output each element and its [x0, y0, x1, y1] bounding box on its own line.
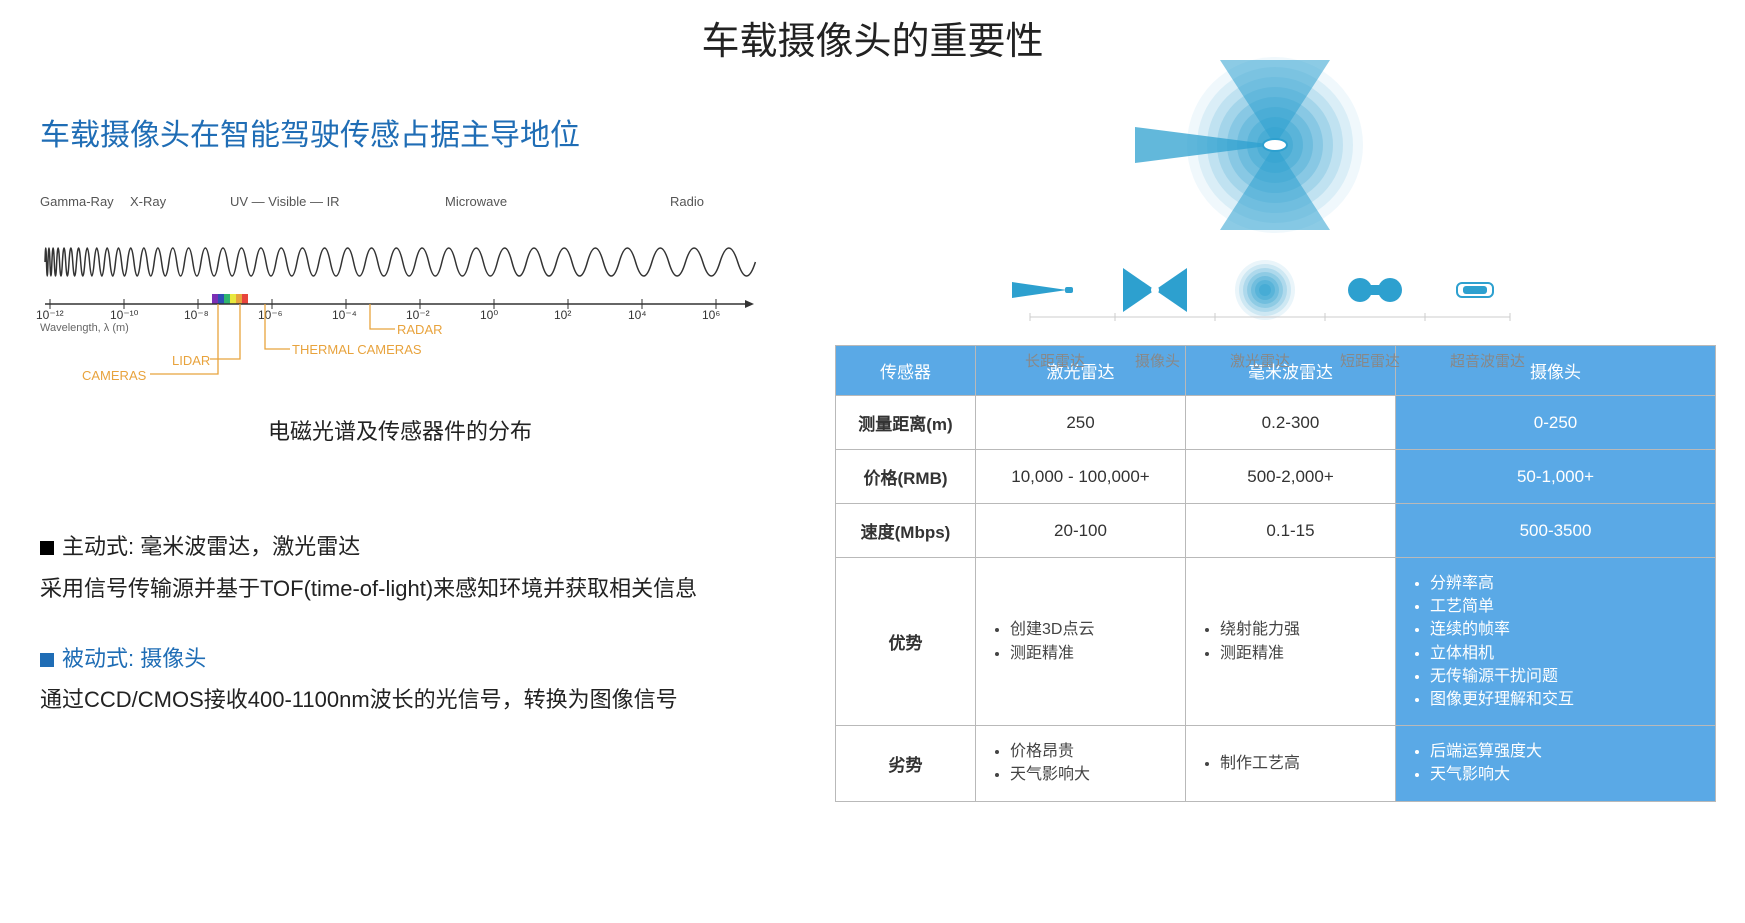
- active-heading: 主动式: 毫米波雷达，激光雷达: [40, 526, 820, 568]
- row-label: 速度(Mbps): [836, 504, 976, 558]
- table-cell: 500-2,000+: [1186, 450, 1396, 504]
- table-row: 速度(Mbps)20-1000.1-15500-3500: [836, 504, 1716, 558]
- band-label: X-Ray: [130, 194, 166, 209]
- sensor-icon-label: 超音波雷达: [1450, 350, 1525, 371]
- square-bullet-icon: [40, 653, 54, 667]
- table-cell: 绕射能力强测距精准: [1186, 558, 1396, 726]
- sensor-icon-label: 激光雷达: [1230, 350, 1290, 371]
- table-row: 价格(RMB)10,000 - 100,000+500-2,000+50-1,0…: [836, 450, 1716, 504]
- table-row: 测量距离(m)2500.2-3000-250: [836, 396, 1716, 450]
- table-cell: 0-250: [1396, 396, 1716, 450]
- annot-radar: RADAR: [397, 322, 443, 337]
- description-block: 主动式: 毫米波雷达，激光雷达 采用信号传输源并基于TOF(time-of-li…: [40, 526, 820, 721]
- annot-thermal: THERMAL CAMERAS: [292, 342, 422, 357]
- table-cell: 0.1-15: [1186, 504, 1396, 558]
- spectrum-caption: 电磁光谱及传感器件的分布: [40, 414, 760, 446]
- em-spectrum-diagram: Gamma-Ray X-Ray UV — Visible — IR Microwave…: [40, 194, 760, 404]
- table-row: 劣势价格昂贵天气影响大制作工艺高后端运算强度大天气影响大: [836, 726, 1716, 801]
- table-cell: 10,000 - 100,000+: [976, 450, 1186, 504]
- active-desc: 采用信号传输源并基于TOF(time-of-light)来感知环境并获取相关信息: [40, 568, 820, 610]
- band-label: Radio: [670, 194, 704, 209]
- table-cell: 价格昂贵天气影响大: [976, 726, 1186, 801]
- table-cell: 50-1,000+: [1396, 450, 1716, 504]
- right-column: 长距雷达摄像头激光雷达短距雷达超音波雷达 传感器激光雷达毫米波雷达摄像头 测量距…: [835, 55, 1715, 802]
- band-label: UV — Visible — IR: [230, 194, 340, 209]
- table-row: 优势创建3D点云测距精准绕射能力强测距精准分辨率高工艺简单连续的帧率立体相机无传…: [836, 558, 1716, 726]
- passive-label: 被动式: 摄像头: [62, 646, 206, 671]
- table-cell: 20-100: [976, 504, 1186, 558]
- sensor-icon-labels: 长距雷达 摄像头 激光雷达 短距雷达 超音波雷达: [1025, 350, 1525, 371]
- table-cell: 0.2-300: [1186, 396, 1396, 450]
- table-cell: 500-3500: [1396, 504, 1716, 558]
- row-label: 价格(RMB): [836, 450, 976, 504]
- sensor-coverage-diagram: 长距雷达摄像头激光雷达短距雷达超音波雷达: [835, 55, 1715, 345]
- row-label: 劣势: [836, 726, 976, 801]
- sensor-comparison-table: 传感器激光雷达毫米波雷达摄像头 测量距离(m)2500.2-3000-250价格…: [835, 345, 1716, 802]
- table-cell: 250: [976, 396, 1186, 450]
- table-cell: 分辨率高工艺简单连续的帧率立体相机无传输源干扰问题图像更好理解和交互: [1396, 558, 1716, 726]
- square-bullet-icon: [40, 541, 54, 555]
- subtitle: 车载摄像头在智能驾驶传感占据主导地位: [40, 110, 820, 154]
- table-cell: 后端运算强度大天气影响大: [1396, 726, 1716, 801]
- band-label: Gamma-Ray: [40, 194, 114, 209]
- annot-lidar: LIDAR: [172, 353, 210, 368]
- table-cell: 制作工艺高: [1186, 726, 1396, 801]
- sensor-icon-label: 长距雷达: [1025, 350, 1085, 371]
- table-cell: 创建3D点云测距精准: [976, 558, 1186, 726]
- band-label: Microwave: [445, 194, 507, 209]
- table-header: 传感器: [836, 346, 976, 396]
- annot-cameras: CAMERAS: [82, 368, 146, 383]
- row-label: 测量距离(m): [836, 396, 976, 450]
- active-label: 主动式: 毫米波雷达，激光雷达: [62, 534, 360, 559]
- sensor-icons-svg: [835, 55, 1715, 345]
- sensor-icon-label: 摄像头: [1135, 350, 1180, 371]
- row-label: 优势: [836, 558, 976, 726]
- passive-heading: 被动式: 摄像头: [40, 638, 820, 680]
- passive-desc: 通过CCD/CMOS接收400-1100nm波长的光信号，转换为图像信号: [40, 679, 820, 721]
- left-column: 车载摄像头在智能驾驶传感占据主导地位 Gamma-Ray X-Ray UV — Vi…: [40, 110, 820, 721]
- sensor-icon-label: 短距雷达: [1340, 350, 1400, 371]
